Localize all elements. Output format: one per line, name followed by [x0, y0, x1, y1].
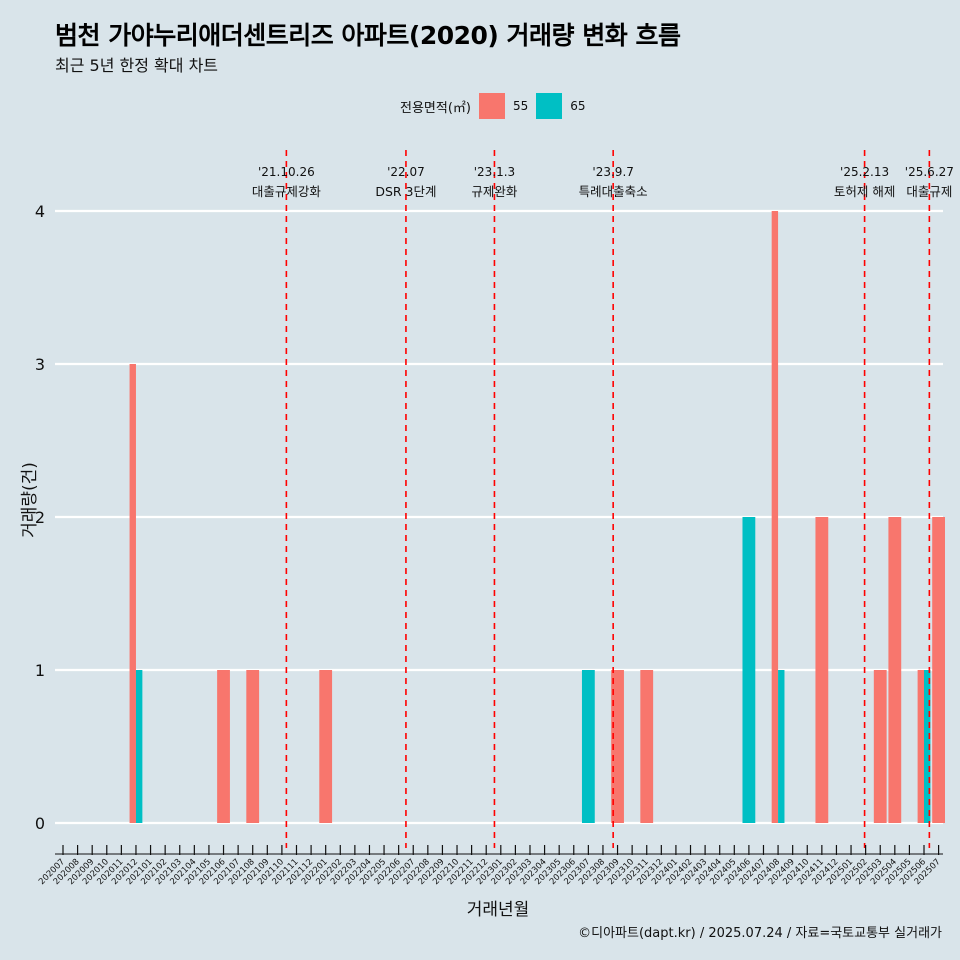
legend-title: 전용면적(㎡)	[400, 100, 471, 116]
bar-65-202307	[581, 670, 595, 823]
x-axis-title: 거래년월	[467, 900, 530, 920]
bar-65-202506	[924, 670, 931, 823]
y-axis-title: 거래량(건)	[20, 462, 40, 538]
event-text-label-4: 토허제 해제	[834, 184, 895, 199]
bar-55-202408	[771, 211, 779, 823]
y-tick-label-4: 4	[35, 202, 45, 221]
y-tick-label-2: 2	[35, 508, 45, 527]
bar-55-202201	[319, 670, 333, 823]
event-text-label-5: 대출규제	[906, 184, 952, 199]
chart-subtitle: 최근 5년 한정 확대 차트	[55, 56, 219, 75]
bar-55-202506	[917, 670, 925, 823]
bar-55-202309	[611, 670, 624, 823]
bar-65-202408	[778, 670, 785, 823]
bar-55-202503	[873, 670, 887, 823]
caption: ©디아파트(dapt.kr) / 2025.07.24 / 자료=국토교통부 실…	[578, 926, 942, 941]
legend-label-65: 65	[570, 99, 586, 113]
bar-65-202012	[135, 670, 143, 823]
event-date-label-0: '21.10.26	[258, 165, 315, 179]
bar-55-202504	[888, 517, 902, 823]
event-date-label-1: '22.07	[387, 165, 425, 179]
legend-key-65	[536, 93, 563, 119]
event-text-label-3: 특례대출축소	[579, 184, 648, 199]
bar-55-202311	[640, 670, 654, 823]
bar-55-202507	[932, 517, 945, 823]
y-tick-label-0: 0	[35, 814, 45, 833]
plot-panel	[55, 150, 943, 848]
y-tick-label-1: 1	[35, 661, 45, 680]
event-text-label-0: 대출규제강화	[252, 184, 322, 199]
event-date-label-4: '25.2.13	[840, 165, 889, 179]
legend: 전용면적(㎡) 55 65	[400, 92, 594, 120]
event-text-label-2: 규제완화	[471, 184, 518, 199]
bar-65-202406	[742, 517, 756, 823]
event-text-label-1: DSR 3단계	[375, 184, 436, 199]
bar-55-202108	[246, 670, 260, 823]
legend-label-55: 55	[512, 99, 529, 113]
event-date-label-2: '23.1.3	[474, 165, 515, 179]
chart-title: 범천 가야누리애더센트리즈 아파트(2020) 거래량 변화 흐름	[55, 21, 681, 50]
bar-55-202106	[217, 670, 230, 823]
bar-55-202411	[815, 517, 829, 823]
event-date-label-3: '23.9.7	[592, 165, 633, 179]
legend-key-55	[478, 93, 505, 119]
bar-55-202012	[129, 364, 136, 823]
event-date-label-5: '25.6.27	[905, 165, 954, 179]
y-tick-label-3: 3	[35, 355, 45, 374]
